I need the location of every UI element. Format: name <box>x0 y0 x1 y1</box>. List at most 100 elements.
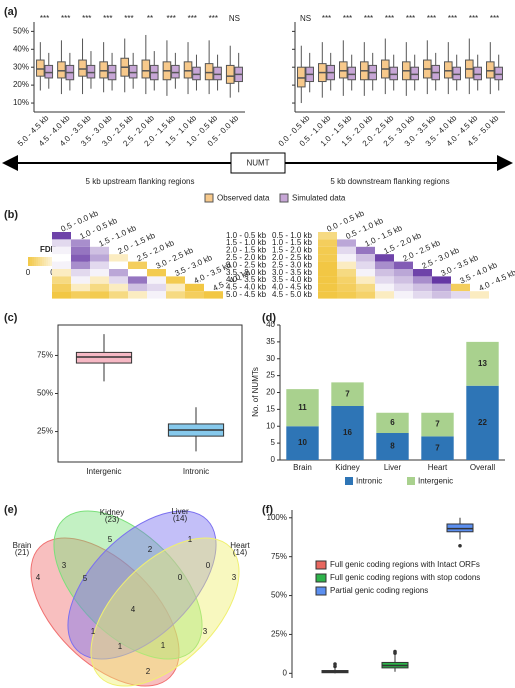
bar <box>331 382 364 406</box>
colorbar-cell <box>34 257 37 266</box>
x-tick-label: Overall <box>470 463 496 472</box>
set-name: Heart <box>230 541 250 550</box>
y-tick-label: 100% <box>267 513 287 522</box>
heat-cell <box>375 291 394 299</box>
data-label: 7 <box>435 420 440 429</box>
heat-cell <box>356 283 375 292</box>
row-label: 3.0 - 2.5 kb <box>226 260 267 269</box>
heat-cell <box>375 269 394 277</box>
heat-cell <box>109 276 128 284</box>
region-count: 5 <box>108 535 113 544</box>
box <box>452 66 461 81</box>
heat-cell <box>375 276 394 284</box>
legend-label: Intronic <box>356 477 382 486</box>
colorbar-cell <box>38 257 41 266</box>
legend-swatch <box>315 560 327 570</box>
box <box>141 59 151 79</box>
heat-cell <box>90 254 109 262</box>
heat-cell <box>128 269 147 277</box>
row-label: 4.5 - 5.0 kb <box>272 290 313 299</box>
box <box>389 66 398 81</box>
group-title: 5 kb upstream flanking regions <box>86 177 195 186</box>
box <box>128 64 138 79</box>
heat-cell <box>394 276 413 284</box>
box <box>486 61 495 79</box>
box <box>183 61 193 79</box>
box <box>192 66 201 81</box>
box <box>57 61 66 79</box>
y-tick-label: 20 <box>266 388 275 397</box>
data-label: 7 <box>345 389 350 398</box>
significance-label: *** <box>343 14 352 23</box>
significance-label: *** <box>82 14 91 23</box>
box <box>494 66 503 81</box>
heat-cell <box>451 283 470 292</box>
plot-frame <box>57 324 243 463</box>
heat-cell <box>52 232 71 240</box>
heat-cell <box>71 269 90 277</box>
row-label: 4.0 - 4.5 kb <box>272 283 313 292</box>
heat-cell <box>375 261 394 269</box>
heat-cell <box>166 291 185 299</box>
legend-label: Observed data <box>217 194 270 203</box>
y-tick-label: 50% <box>37 389 53 398</box>
heat-cell <box>337 246 356 255</box>
significance-label: *** <box>103 14 112 23</box>
y-tick-label: 40% <box>13 44 29 53</box>
heat-cell <box>337 261 356 269</box>
heat-cell <box>128 283 147 292</box>
region-count: 0 <box>206 561 211 570</box>
heat-cell <box>432 291 451 299</box>
y-tick-label: 35 <box>266 337 275 346</box>
legend-label: Simulated data <box>292 194 346 203</box>
region-count: 0 <box>178 573 183 582</box>
significance-label: *** <box>40 14 49 23</box>
row-label: 3.5 - 4.0 kb <box>272 275 313 284</box>
bar <box>421 436 454 460</box>
heat-cell <box>337 239 356 247</box>
significance-label: *** <box>166 14 175 23</box>
significance-label: *** <box>406 14 415 23</box>
heat-cell <box>71 246 90 255</box>
row-label: 4.0 - 3.5 kb <box>226 275 267 284</box>
significance-label: *** <box>448 14 457 23</box>
bar <box>376 433 409 460</box>
colorbar-cell <box>32 257 35 266</box>
legend-label: Partial genic coding regions <box>330 586 428 595</box>
heat-cell <box>90 246 109 255</box>
heat-cell <box>375 254 394 262</box>
legend-swatch <box>315 573 327 583</box>
box <box>213 66 222 81</box>
heat-cell <box>432 283 451 292</box>
x-tick-label: Heart <box>428 463 448 472</box>
heat-cell <box>52 261 71 269</box>
box <box>204 63 214 81</box>
heat-cell <box>52 239 71 247</box>
heat-cell <box>318 269 337 277</box>
row-label: 2.0 - 2.5 kb <box>272 253 313 262</box>
region-count: 1 <box>188 535 193 544</box>
heat-cell <box>394 291 413 299</box>
heat-cell <box>52 246 71 255</box>
data-label: 7 <box>435 443 440 452</box>
heat-cell <box>166 276 185 284</box>
heat-cell <box>52 254 71 262</box>
set-size: (23) <box>105 515 120 524</box>
set-name: Brain <box>13 541 32 550</box>
colorbar-cell <box>40 257 43 266</box>
x-tick-label: Intronic <box>183 467 209 476</box>
heat-cell <box>52 276 71 284</box>
legend-swatch <box>279 193 289 203</box>
region-count: 1 <box>91 627 96 636</box>
heat-cell <box>337 283 356 292</box>
row-label: 3.5 - 3.0 kb <box>226 268 267 277</box>
box <box>410 66 419 81</box>
row-label: 5.0 - 4.5 kb <box>226 290 267 299</box>
group-title: 5 kb downstream flanking regions <box>330 177 449 186</box>
colorbar-cell <box>30 257 33 266</box>
box <box>44 64 54 79</box>
set-size: (14) <box>233 548 248 557</box>
heat-cell <box>451 291 470 299</box>
venn-set <box>67 510 217 660</box>
